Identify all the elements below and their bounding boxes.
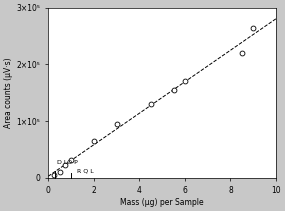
Text: D LO P: D LO P xyxy=(57,160,78,165)
Y-axis label: Area counts (μV·s): Area counts (μV·s) xyxy=(4,57,13,128)
Text: R Q L: R Q L xyxy=(77,168,93,173)
X-axis label: Mass (μg) per Sample: Mass (μg) per Sample xyxy=(120,198,204,207)
